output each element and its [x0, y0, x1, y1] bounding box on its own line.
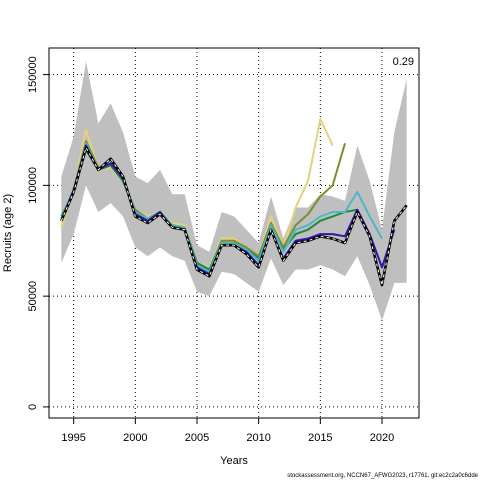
series-line-dash [60, 146, 408, 286]
y-tick-label: 50000 [27, 281, 39, 312]
y-axis-label: Recruits (age 2) [2, 194, 14, 272]
mohn-rho-annotation: 0.29 [393, 56, 414, 68]
confidence-band [61, 61, 407, 321]
confidence-band-group [61, 61, 407, 321]
footer-credit: stockassessment.org, NCCN67_AFWG2023, r1… [287, 473, 478, 479]
y-tick-label: 0 [27, 404, 39, 410]
x-tick-label: 2020 [370, 432, 394, 444]
x-axis: 1995 2000 2005 2010 2015 2020 [61, 418, 394, 444]
x-tick-label: 1995 [61, 432, 85, 444]
grid-lines [49, 48, 419, 418]
x-tick-label: 2015 [308, 432, 332, 444]
x-tick-label: 2005 [185, 432, 209, 444]
plot-frame [48, 47, 420, 419]
y-axis: 0 50000 100000 150000 [27, 56, 49, 410]
series-lines [60, 117, 408, 287]
y-tick-label: 100000 [27, 167, 39, 204]
y-tick-label: 150000 [27, 56, 39, 93]
x-axis-label: Years [220, 455, 248, 467]
x-tick-label: 2010 [246, 432, 270, 444]
x-tick-label: 2000 [123, 432, 147, 444]
